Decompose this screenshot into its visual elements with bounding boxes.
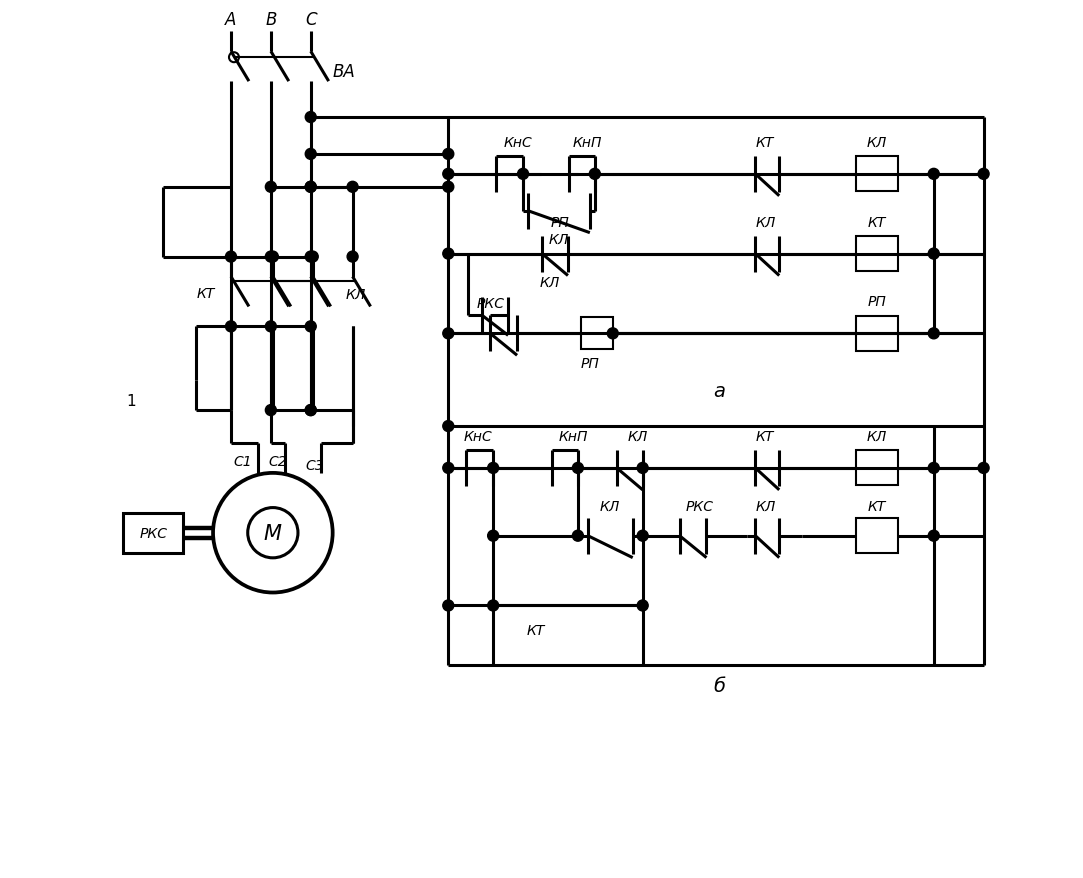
Circle shape — [573, 530, 584, 542]
Text: М: М — [264, 523, 282, 543]
Text: РП: РП — [867, 295, 886, 309]
Text: С3: С3 — [305, 458, 324, 472]
Circle shape — [487, 463, 498, 474]
Text: В: В — [265, 11, 276, 29]
Text: КТ: КТ — [197, 287, 216, 301]
Circle shape — [637, 601, 648, 611]
Circle shape — [305, 321, 316, 333]
Circle shape — [443, 421, 454, 432]
Circle shape — [573, 463, 584, 474]
Text: КнС: КнС — [504, 136, 533, 150]
Text: 1: 1 — [127, 393, 136, 408]
Circle shape — [928, 328, 939, 340]
Text: КнС: КнС — [464, 429, 493, 443]
Circle shape — [637, 463, 648, 474]
Circle shape — [928, 463, 939, 474]
Text: КТ: КТ — [867, 215, 886, 229]
Text: С1: С1 — [234, 455, 252, 468]
Circle shape — [978, 169, 989, 180]
Text: С2: С2 — [269, 455, 287, 468]
Text: КТ: КТ — [526, 623, 545, 637]
Circle shape — [487, 601, 498, 611]
Bar — [123, 513, 183, 553]
Circle shape — [265, 182, 276, 193]
Circle shape — [305, 252, 316, 263]
Circle shape — [265, 405, 276, 416]
Circle shape — [443, 169, 454, 180]
Text: РКС: РКС — [686, 500, 714, 514]
Circle shape — [443, 463, 454, 474]
Text: РП: РП — [580, 356, 599, 371]
Circle shape — [608, 328, 618, 340]
Circle shape — [305, 182, 316, 193]
Circle shape — [348, 182, 358, 193]
Circle shape — [928, 169, 939, 180]
Bar — [856, 157, 898, 192]
Text: РП: РП — [550, 215, 570, 229]
Circle shape — [225, 252, 236, 263]
Text: КЛ: КЛ — [549, 233, 569, 247]
Bar — [856, 317, 898, 351]
Text: КЛ: КЛ — [755, 215, 775, 229]
Circle shape — [443, 248, 454, 260]
Circle shape — [308, 252, 318, 263]
Circle shape — [305, 149, 316, 160]
Bar — [856, 519, 898, 553]
Circle shape — [487, 530, 498, 542]
Text: РКС: РКС — [478, 297, 505, 311]
Text: КТ: КТ — [867, 500, 886, 514]
Text: ВА: ВА — [332, 63, 355, 81]
Circle shape — [443, 182, 454, 193]
Circle shape — [305, 405, 316, 416]
Text: КЛ: КЛ — [866, 429, 887, 443]
Circle shape — [589, 169, 600, 180]
Text: а: а — [714, 381, 726, 400]
Circle shape — [265, 321, 276, 333]
Text: С: С — [305, 11, 316, 29]
Text: КТ: КТ — [756, 429, 774, 443]
Bar — [580, 318, 613, 350]
Text: РКС: РКС — [140, 526, 167, 540]
Text: КнП: КнП — [558, 429, 588, 443]
Circle shape — [928, 530, 939, 542]
Circle shape — [305, 182, 316, 193]
Circle shape — [518, 169, 529, 180]
Circle shape — [348, 252, 358, 263]
Text: КЛ: КЛ — [345, 287, 366, 301]
Circle shape — [265, 252, 276, 263]
Circle shape — [443, 601, 454, 611]
Circle shape — [305, 112, 316, 124]
Text: КЛ: КЛ — [600, 500, 619, 514]
Circle shape — [928, 248, 939, 260]
Circle shape — [443, 328, 454, 340]
Text: б: б — [714, 676, 726, 694]
Text: КЛ: КЛ — [539, 275, 560, 289]
Bar — [856, 237, 898, 271]
Circle shape — [443, 149, 454, 160]
Text: КЛ: КЛ — [755, 500, 775, 514]
Circle shape — [305, 405, 316, 416]
Circle shape — [637, 530, 648, 542]
Circle shape — [268, 252, 278, 263]
Circle shape — [978, 463, 989, 474]
Circle shape — [225, 321, 236, 333]
Text: КнП: КнП — [572, 136, 601, 150]
Bar — [856, 451, 898, 486]
Text: КЛ: КЛ — [627, 429, 648, 443]
Text: А: А — [225, 11, 237, 29]
Text: КТ: КТ — [756, 136, 774, 150]
Text: КЛ: КЛ — [866, 136, 887, 150]
